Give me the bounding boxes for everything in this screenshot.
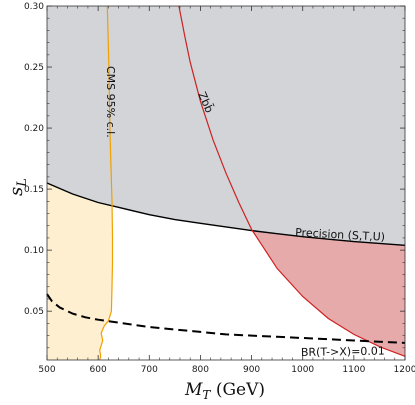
y-tick-label: 0.10 [24,246,44,256]
x-axis-title: MT (GeV) [184,380,265,402]
x-tick-label: 700 [141,365,158,375]
x-tick-label: 600 [90,365,107,375]
x-tick-label: 1000 [291,365,314,375]
y-axis-title: sL [6,178,30,196]
precision-line [46,182,406,246]
precision-curve-label: Precision (S,T,U) [295,226,385,244]
precision-excluded-region [47,6,405,246]
x-axis-title-subscript: T [202,388,211,402]
y-tick-label: 0.20 [24,124,44,134]
x-tick-label: 900 [243,365,260,375]
x-tick-label: 800 [192,365,209,375]
cms-excluded-region [47,183,113,360]
y-tick-label: 0.15 [24,185,44,195]
zbb-excluded-region [252,230,405,360]
axis-ticks: 500 600 700 800 900 1000 1100 1200 0.05 0.10 0.15 0… [24,2,415,375]
region-fills [47,6,405,360]
zbb-line [178,5,406,357]
cms-curve-label: CMS 95% c.l. [104,66,117,138]
br-dashed-line [46,293,406,344]
br-curve-label: BR(T->X)=0.01 [301,345,385,359]
y-axis-title-subscript: L [15,178,30,188]
y-tick-label: 0.05 [24,307,44,317]
x-tick-label: 1100 [342,365,365,375]
x-tick-label: 1200 [394,365,415,375]
cms-line [99,5,114,361]
y-tick-label: 0.30 [24,2,44,12]
x-tick-label: 500 [38,365,55,375]
y-axis-title-symbol: s [6,187,27,196]
y-tick-label: 0.25 [24,63,44,73]
plot-frame [46,5,406,361]
x-axis-title-symbol: M [184,380,203,400]
series-lines [46,5,406,361]
x-axis-title-unit: (GeV) [210,380,265,400]
